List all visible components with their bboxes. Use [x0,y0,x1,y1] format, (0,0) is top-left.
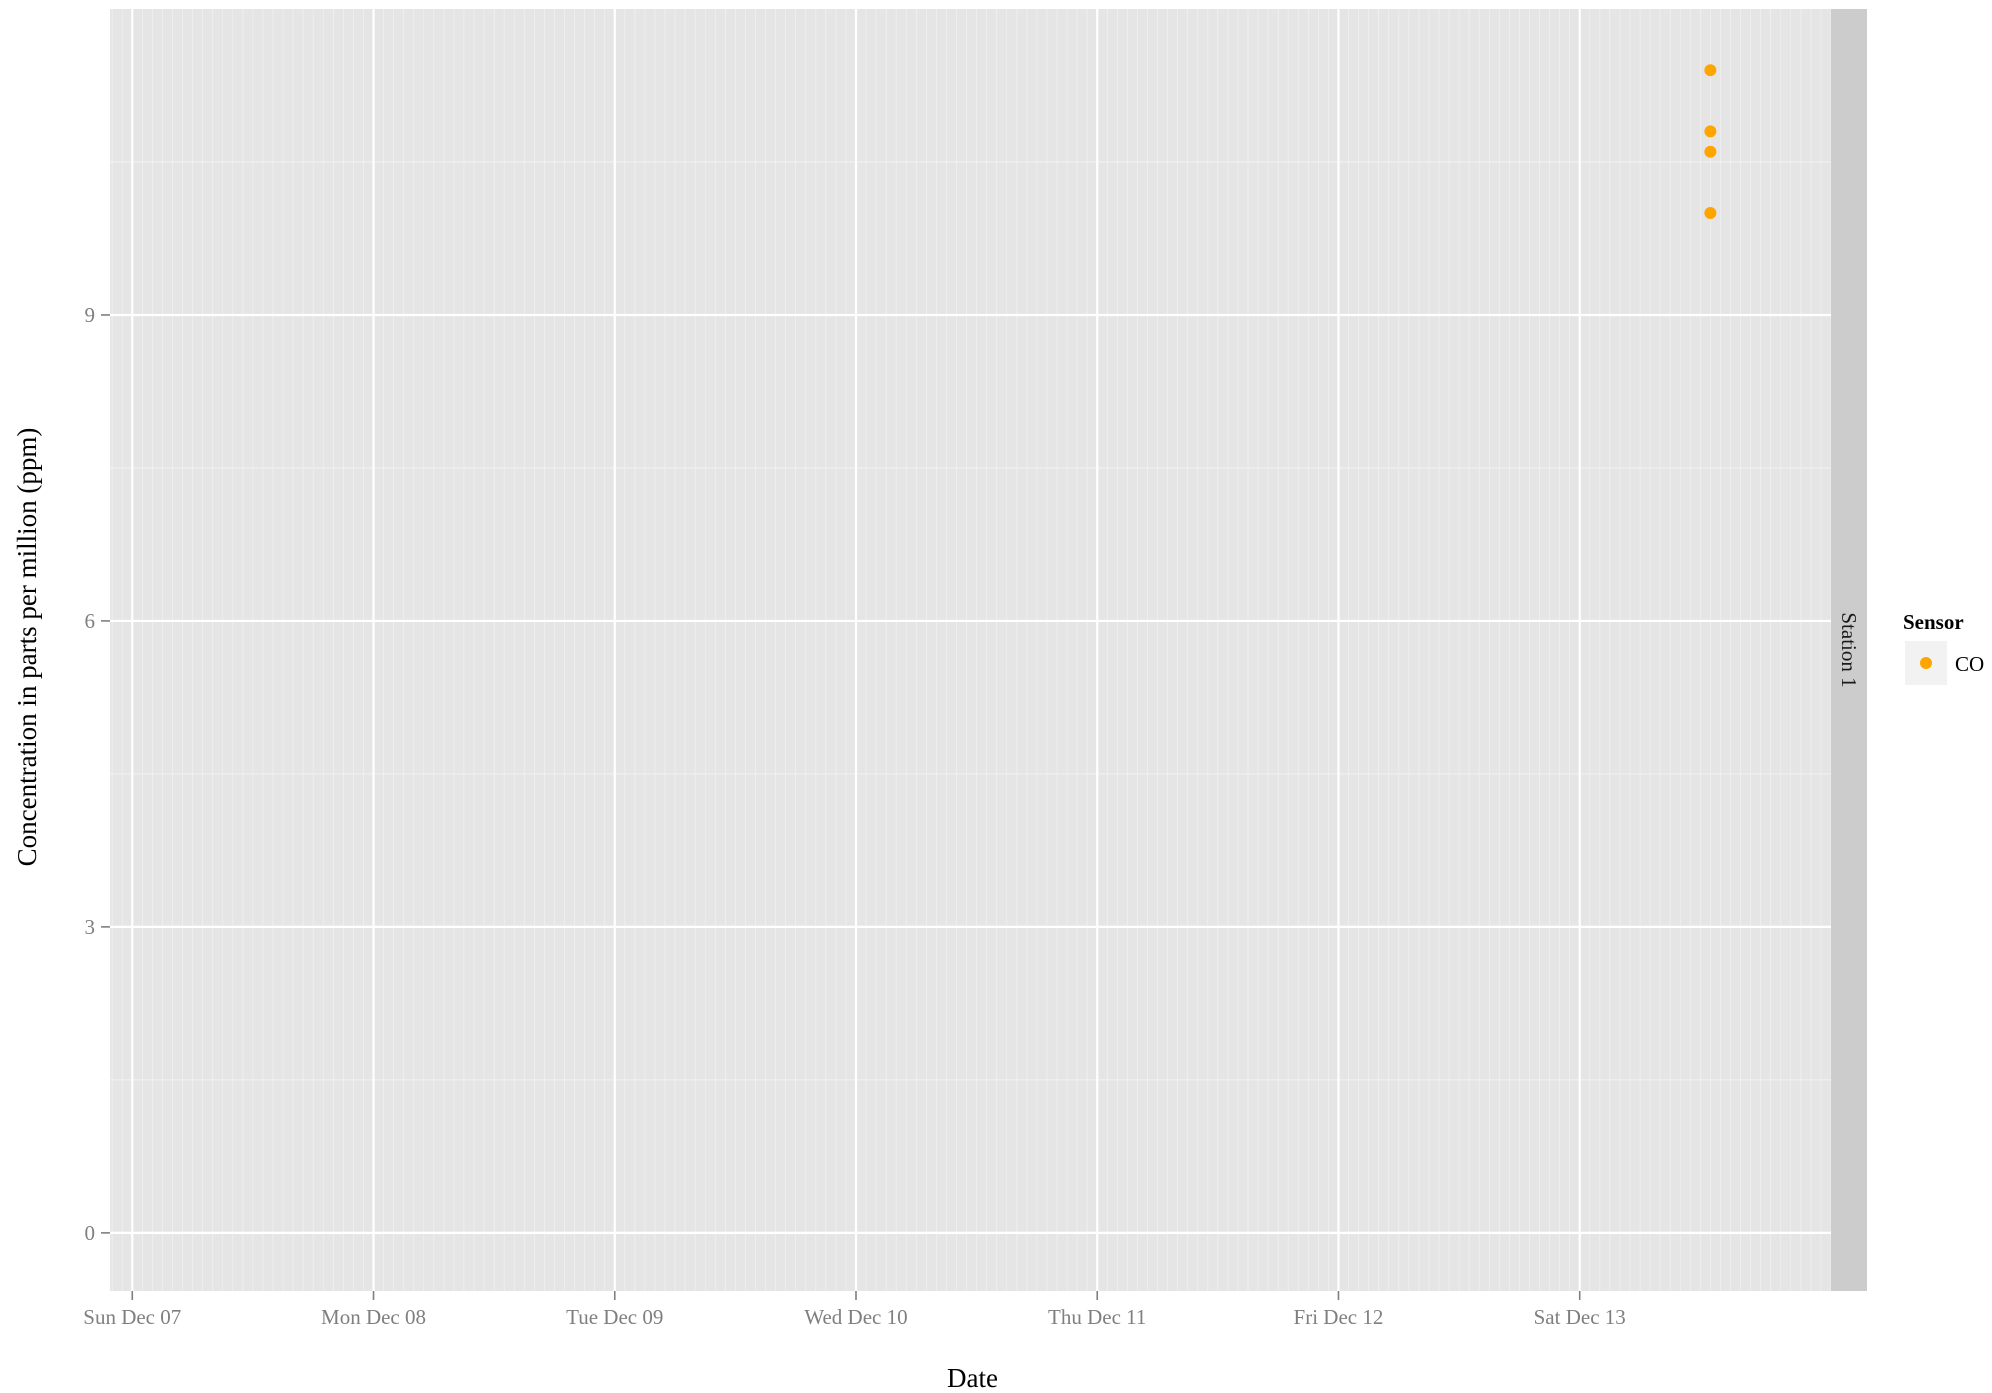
y-tick-label: 3 [85,915,96,939]
x-tick-label: Fri Dec 12 [1294,1305,1384,1329]
y-axis: 0 3 6 9 [85,303,110,1245]
legend: Sensor CO [1903,610,1984,685]
x-tick-label: Sun Dec 07 [83,1305,181,1329]
plot-panel [110,9,1831,1291]
data-point-co [1704,64,1717,77]
y-tick-label: 0 [85,1221,96,1245]
x-tick-label: Thu Dec 11 [1048,1305,1146,1329]
legend-marker-co [1920,657,1932,669]
y-axis-title: Concentration in parts per million (ppm) [12,428,42,867]
data-points [1704,64,1717,219]
x-tick-label: Sat Dec 13 [1534,1305,1626,1329]
y-tick-label: 9 [85,303,96,327]
x-tick-label: Wed Dec 10 [804,1305,907,1329]
data-point-co [1704,125,1717,138]
data-point-co [1704,206,1717,219]
data-point-co [1704,145,1717,158]
facet-strip-label: Station 1 [1837,612,1861,687]
major-grid [110,9,1831,1291]
x-axis-title: Date [947,1363,998,1393]
x-tick-label: Tue Dec 09 [566,1305,663,1329]
x-tick-label: Mon Dec 08 [321,1305,426,1329]
x-axis: Sun Dec 07 Mon Dec 08 Tue Dec 09 Wed Dec 10… [83,1291,1626,1329]
legend-label-co: CO [1955,652,1984,676]
minor-grid [110,9,1832,1291]
legend-title: Sensor [1903,610,1964,634]
facet-strip [1831,9,1867,1291]
y-tick-label: 6 [85,609,96,633]
